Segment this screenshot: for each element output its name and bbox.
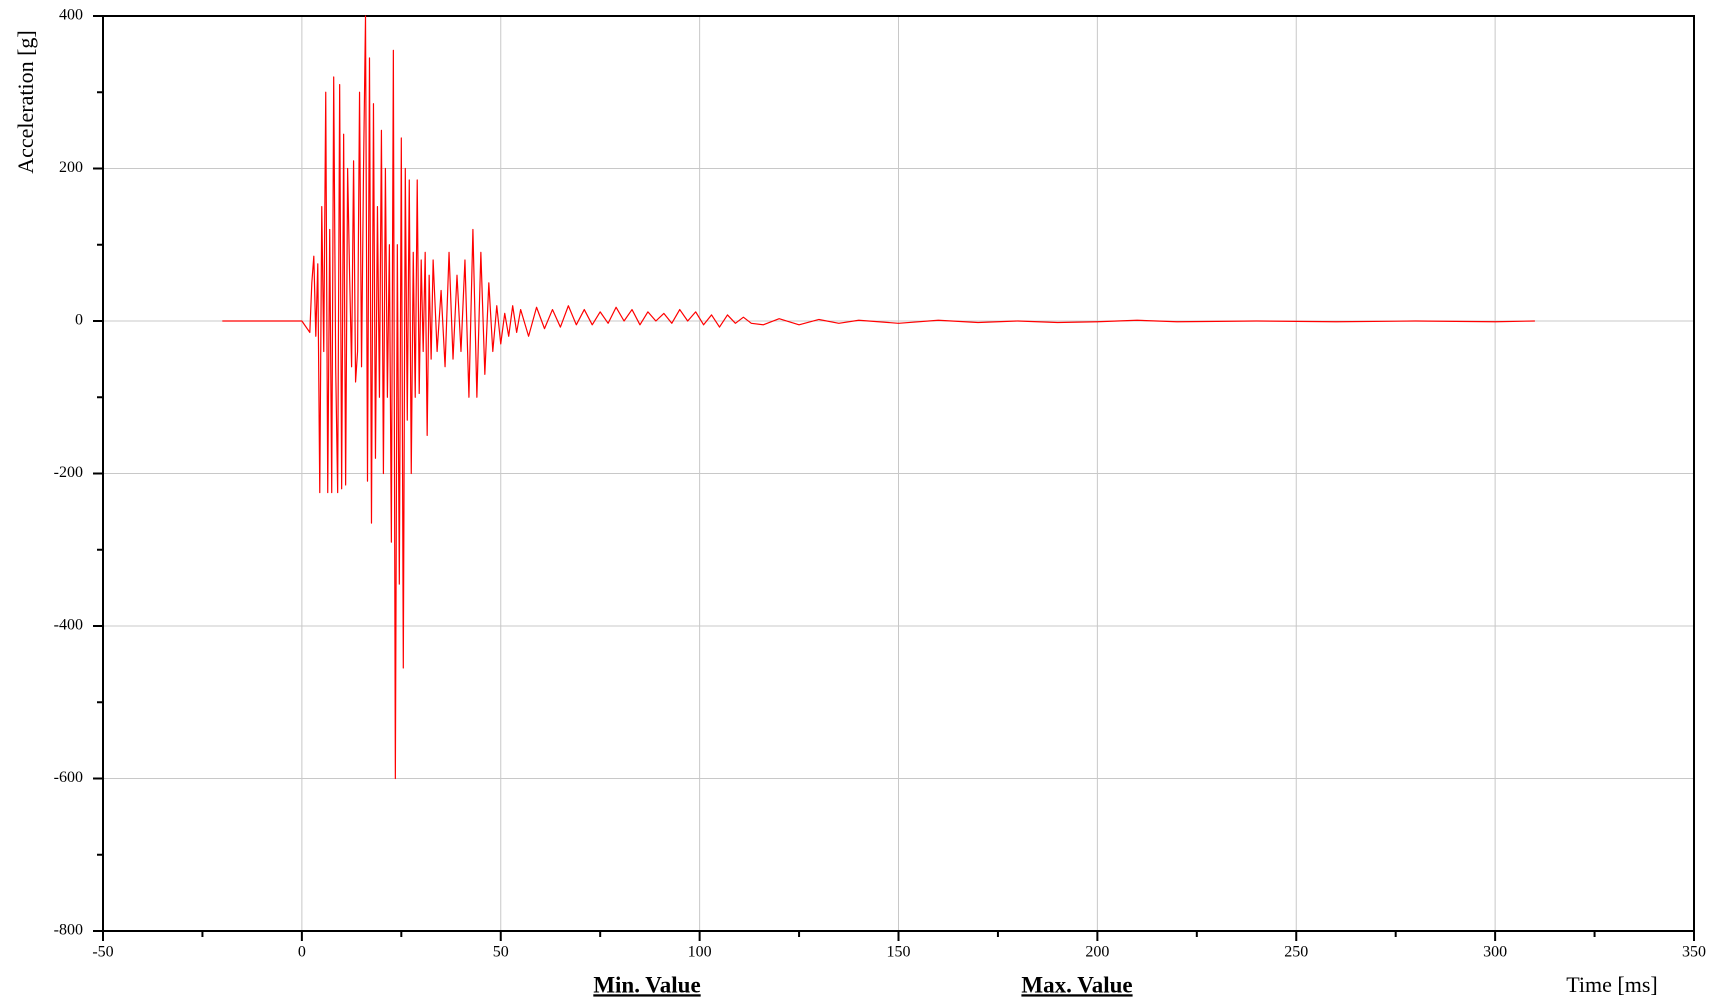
x-tick-label: 0 bbox=[298, 944, 306, 961]
y-tick-label: 0 bbox=[75, 312, 83, 329]
y-tick-label: -600 bbox=[54, 769, 83, 786]
x-tick-label: 100 bbox=[688, 944, 712, 961]
y-tick-label: -200 bbox=[54, 464, 83, 481]
x-tick-label: -50 bbox=[92, 944, 113, 961]
x-tick-label: 200 bbox=[1085, 944, 1109, 961]
x-tick-label: 350 bbox=[1682, 944, 1706, 961]
annotation: Min. Value bbox=[593, 972, 700, 997]
y-tick-label: -800 bbox=[54, 922, 83, 939]
x-tick-label: 300 bbox=[1483, 944, 1507, 961]
y-axis-label: Acceleration [g] bbox=[13, 30, 38, 174]
y-tick-label: -400 bbox=[54, 617, 83, 634]
x-tick-label: 50 bbox=[493, 944, 509, 961]
y-tick-label: 200 bbox=[59, 159, 83, 176]
x-axis-label: Time [ms] bbox=[1566, 972, 1657, 997]
plot-frame bbox=[102, 15, 1695, 932]
x-tick-label: 150 bbox=[887, 944, 911, 961]
data-line bbox=[222, 15, 1535, 780]
y-tick-label: 400 bbox=[59, 7, 83, 24]
x-tick-label: 250 bbox=[1284, 944, 1308, 961]
annotation: Max. Value bbox=[1021, 972, 1132, 997]
